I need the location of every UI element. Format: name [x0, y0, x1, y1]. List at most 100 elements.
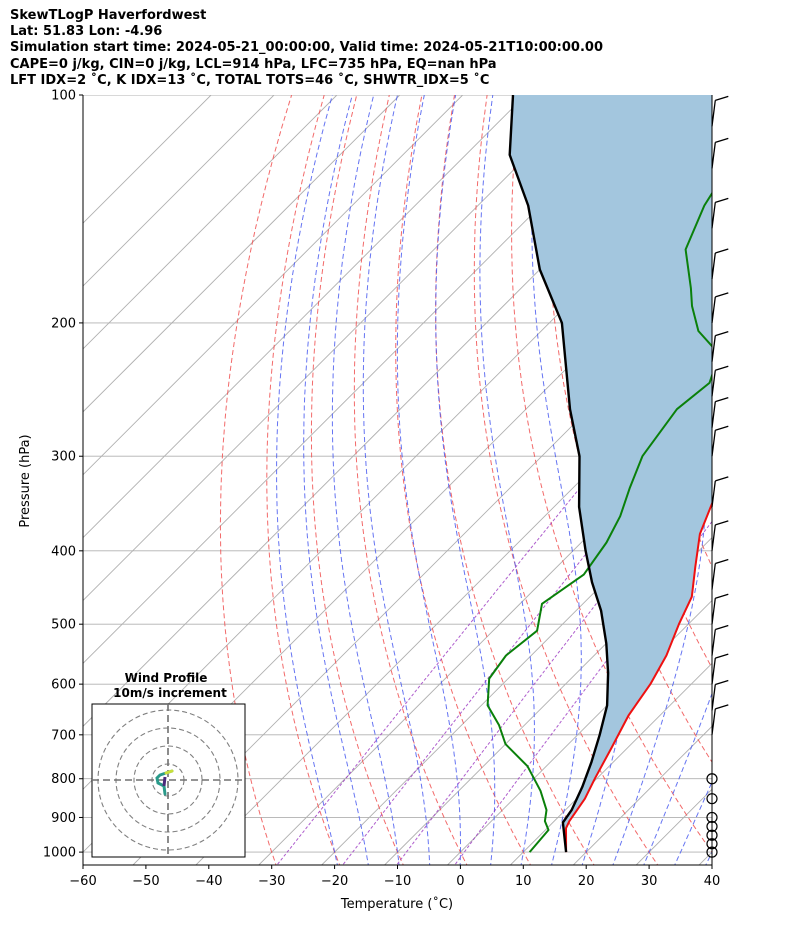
- header-cape-line: CAPE=0 j/kg, CIN=0 j/kg, LCL=914 hPa, LF…: [10, 56, 497, 72]
- wind-barb: [711, 629, 716, 656]
- wind-barb-flag: [715, 197, 729, 203]
- wind-barb: [711, 335, 716, 362]
- x-tick-label: −10: [384, 874, 411, 889]
- dry-adiabat: [219, 95, 293, 865]
- wind-barb-flag: [715, 331, 729, 337]
- moist-adiabat: [276, 95, 338, 865]
- y-tick-label: 600: [51, 678, 76, 693]
- wind-profile-inset: Wind Profile 10m/s increment: [91, 671, 246, 858]
- hodograph-upper: [164, 769, 174, 775]
- temperature-line: [565, 500, 712, 853]
- dewpoint-line: [486, 191, 712, 853]
- isotherm-line: [83, 95, 652, 665]
- dry-adiabat: [266, 95, 341, 865]
- dry-adiabat: [748, 95, 794, 868]
- profile-series: [486, 95, 712, 853]
- wind-barb-flag: [715, 679, 729, 686]
- moist-adiabat: [531, 95, 582, 865]
- isotherm-line: [510, 662, 712, 865]
- dry-adiabat: [715, 95, 794, 868]
- x-axis-label: Temperature (˚C): [340, 896, 453, 912]
- moist-adiabat: [705, 850, 712, 865]
- wind-barb-flag: [715, 704, 729, 710]
- wind-barb-flag: [715, 593, 729, 599]
- isotherm-line: [83, 95, 526, 539]
- mixing-ratio-line: [396, 454, 712, 865]
- wind-barb-flag: [715, 476, 729, 482]
- y-tick-label: 300: [51, 450, 76, 465]
- wind-barb-flag: [715, 558, 729, 565]
- isotherm-line: [83, 95, 464, 476]
- moist-adiabat: [303, 95, 369, 865]
- wind-barb-flag: [715, 520, 729, 526]
- dry-adiabat: [511, 95, 712, 853]
- hodograph-low: [162, 776, 167, 787]
- wind-barb-flag: [715, 624, 729, 631]
- y-tick-label: 500: [51, 618, 76, 633]
- moist-adiabat: [435, 95, 496, 865]
- wind-barb-flag: [715, 95, 729, 101]
- isotherm-line: [762, 95, 794, 865]
- wind-barb-flag: [715, 248, 729, 254]
- y-tick-label: 100: [51, 89, 76, 104]
- wind-barb: [711, 480, 716, 507]
- x-tick-label: 20: [578, 874, 595, 889]
- chart-header: SkewTLogP Haverfordwest Lat: 51.83 Lon: …: [10, 8, 603, 89]
- wind-barb-flag: [715, 396, 729, 403]
- isotherm-line: [132, 285, 712, 865]
- isotherm-line: [698, 851, 712, 865]
- tick-labels: −60 −50 −40 −30 −20 −10 0 10 20 30 40 100 200 300 400 5…: [43, 89, 720, 890]
- wind-barb: [711, 252, 716, 280]
- isotherm-line: [83, 95, 589, 602]
- isotherm-line: [83, 95, 275, 287]
- y-tick-label: 900: [51, 811, 76, 826]
- dry-adiabat: [353, 95, 468, 865]
- mixing-ratio-line: [454, 520, 712, 865]
- inset-subtitle: 10m/s increment: [113, 686, 227, 700]
- wind-barb: [711, 708, 716, 735]
- y-tick-label: 700: [51, 728, 76, 743]
- header-indices-line: LFT IDX=2 ˚C, K IDX=13 ˚C, TOTAL TOTS=46…: [10, 72, 490, 88]
- wind-barb: [711, 401, 716, 428]
- isotherm-line: [572, 725, 712, 865]
- dry-adiabat: [395, 95, 532, 865]
- wind-barb-flag: [715, 137, 729, 143]
- wind-barb: [711, 370, 716, 397]
- y-tick-label: 1000: [43, 846, 76, 861]
- moist-adiabat: [331, 95, 400, 865]
- isotherm-line: [447, 599, 712, 865]
- dry-adiabat: [780, 95, 794, 868]
- wind-barb: [711, 563, 716, 590]
- wind-barb: [711, 100, 716, 127]
- wind-barb-flag: [715, 292, 729, 298]
- parcel-line: [508, 95, 610, 853]
- x-tick-label: 30: [641, 874, 658, 889]
- wind-barb-flag: [715, 425, 729, 431]
- wind-barb: [711, 296, 716, 323]
- wind-barb-flag: [715, 653, 729, 659]
- wind-barb: [711, 524, 716, 551]
- header-title: SkewTLogP Haverfordwest: [10, 8, 207, 23]
- y-axis-label: Pressure (hPa): [18, 434, 33, 527]
- x-tick-label: 40: [704, 874, 721, 889]
- wind-barb: [711, 598, 716, 625]
- inset-title: Wind Profile: [125, 671, 208, 685]
- wind-barbs: [706, 95, 729, 858]
- header-times: Simulation start time: 2024-05-21_00:00:…: [10, 40, 603, 56]
- x-tick-label: −40: [195, 874, 222, 889]
- wind-barb-flag: [715, 365, 729, 371]
- moist-adiabat: [674, 780, 712, 865]
- header-location: Lat: 51.83 Lon: -4.96: [10, 24, 163, 40]
- isotherm-line: [384, 536, 712, 865]
- dry-adiabat: [547, 95, 712, 763]
- wind-barb: [711, 684, 716, 711]
- moist-adiabat: [643, 692, 712, 865]
- wind-barb: [711, 142, 716, 169]
- x-tick-label: −60: [69, 874, 96, 889]
- y-tick-label: 400: [51, 544, 76, 559]
- x-tick-label: 0: [456, 874, 464, 889]
- y-tick-label: 800: [51, 772, 76, 787]
- x-tick-label: −30: [258, 874, 285, 889]
- moist-adiabat: [396, 95, 461, 865]
